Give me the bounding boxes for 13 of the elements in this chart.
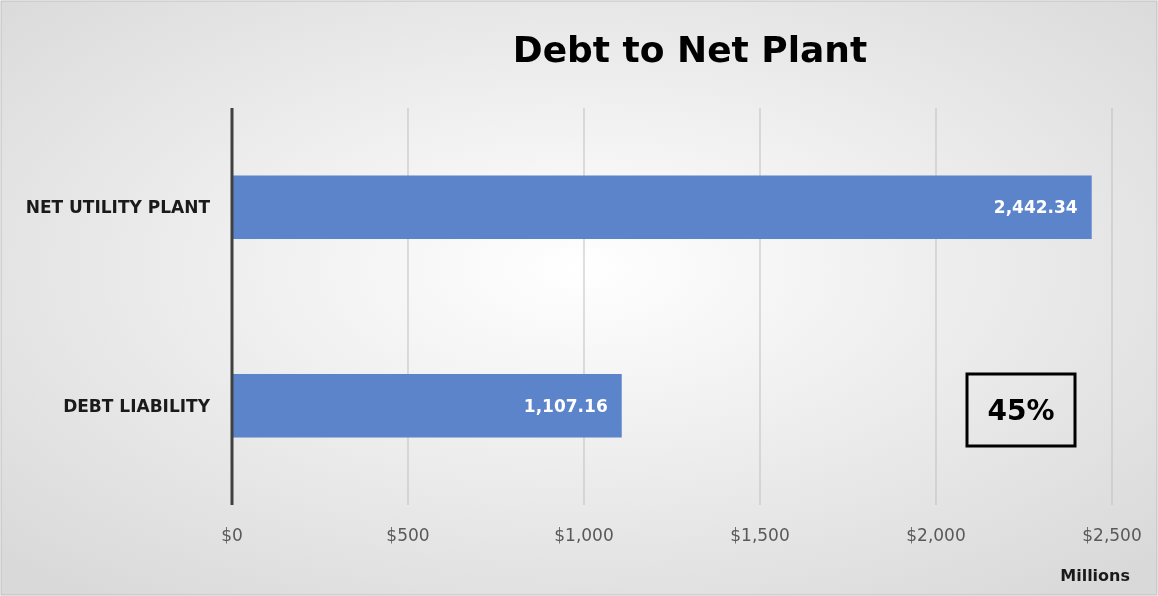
x-axis-title: Millions	[1060, 566, 1130, 585]
x-tick-label: $2,500	[1082, 525, 1142, 545]
chart-title: Debt to Net Plant	[512, 29, 868, 70]
y-tick-label: DEBT LIABILITY	[63, 395, 211, 416]
annotation: 45%	[987, 393, 1055, 427]
x-tick-label: $500	[386, 525, 430, 545]
x-tick-label: $1,000	[554, 525, 614, 545]
y-tick-label: NET UTILITY PLANT	[25, 197, 211, 218]
data-label: 1,107.16	[523, 395, 608, 416]
data-label: 2,442.34	[993, 197, 1078, 218]
x-tick-label: $2,000	[906, 525, 966, 545]
x-tick-label: $1,500	[730, 525, 790, 545]
x-tick-label: $0	[221, 525, 243, 545]
